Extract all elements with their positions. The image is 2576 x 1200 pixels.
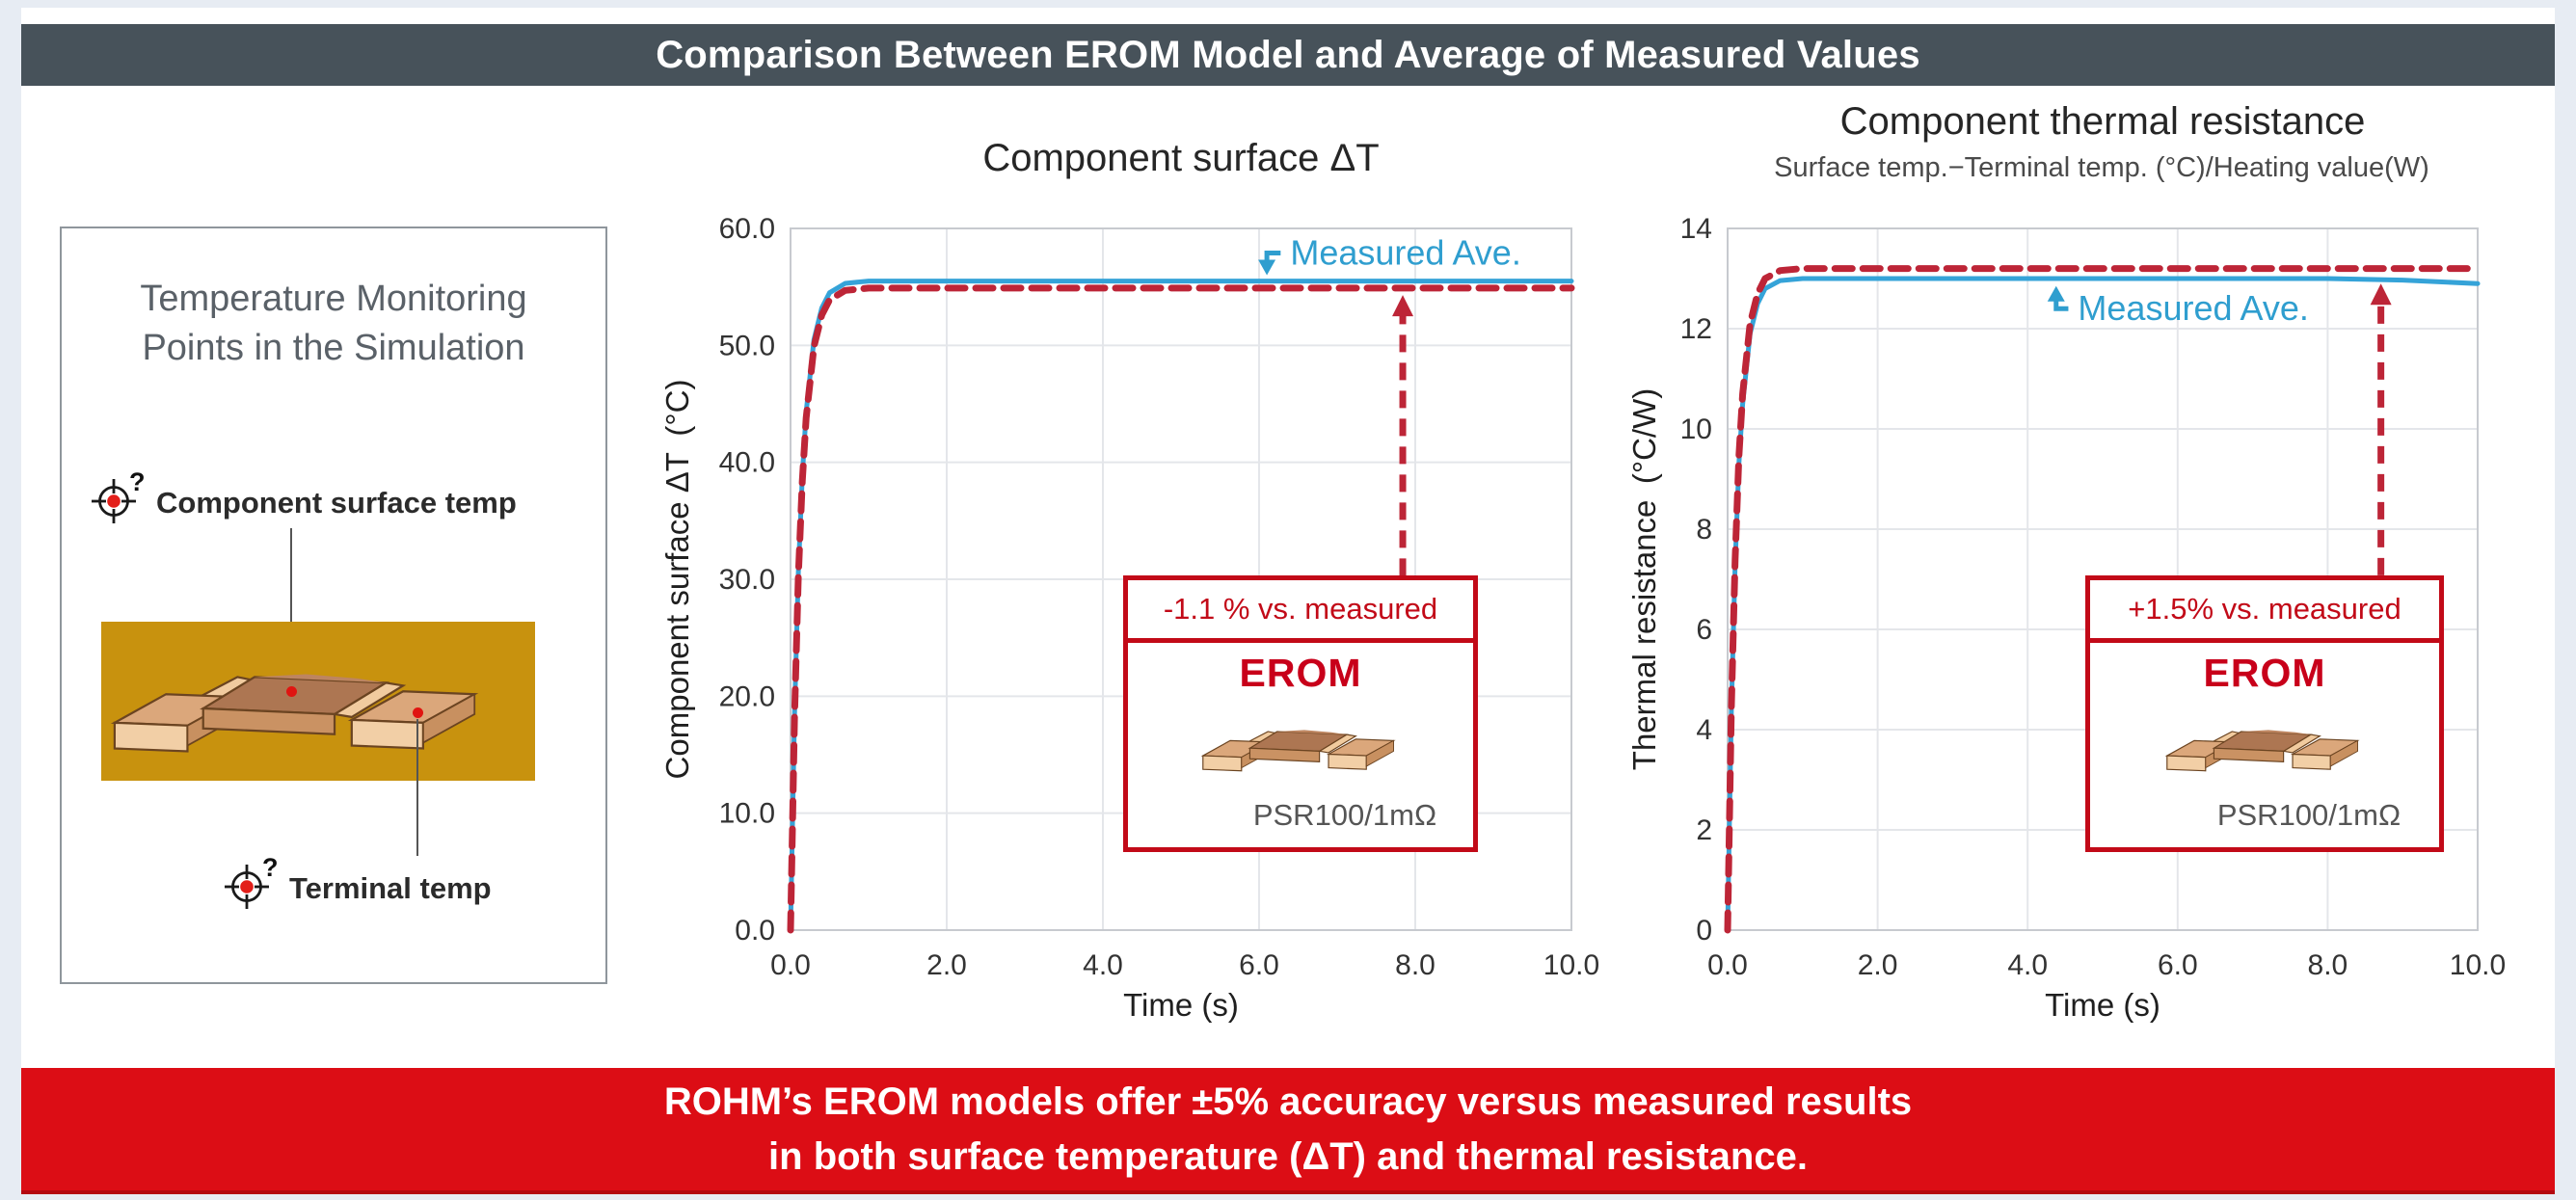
svg-text:6.0: 6.0 bbox=[1239, 949, 1279, 981]
erom-callout-box-thermal: +1.5% vs. measured EROM PSR100/1mΩ bbox=[2085, 575, 2444, 852]
surface-temp-point bbox=[286, 686, 297, 697]
terminal-temp-point bbox=[413, 707, 423, 718]
svg-text:20.0: 20.0 bbox=[719, 680, 775, 712]
svg-text:8: 8 bbox=[1696, 514, 1712, 546]
conclusion-banner: ROHM’s EROM models offer ±5% accuracy ve… bbox=[21, 1068, 2555, 1194]
part-number-label: PSR100/1mΩ bbox=[2216, 798, 2402, 832]
svg-text:2.0: 2.0 bbox=[926, 949, 967, 981]
delta-vs-measured-label: +1.5% vs. measured bbox=[2090, 580, 2439, 643]
svg-text:8.0: 8.0 bbox=[2308, 949, 2348, 981]
shunt-resistor-thumbnail bbox=[1202, 729, 1395, 772]
part-number-label: PSR100/1mΩ bbox=[1252, 798, 1437, 832]
svg-text:10.0: 10.0 bbox=[1543, 949, 1599, 981]
plot-border bbox=[1727, 227, 2479, 931]
simulation-points-title: Temperature Monitoring Points in the Sim… bbox=[140, 279, 527, 369]
svg-text:0.0: 0.0 bbox=[1707, 949, 1748, 981]
page-title: Comparison Between EROM Model and Averag… bbox=[656, 33, 1920, 76]
shunt-resistor-image bbox=[113, 673, 476, 753]
shunt-resistor-thumbnail bbox=[2166, 729, 2359, 772]
svg-text:4.0: 4.0 bbox=[1083, 949, 1123, 981]
erom-model-line bbox=[787, 284, 1575, 934]
banner-line-1: ROHM’s EROM models offer ±5% accuracy ve… bbox=[663, 1080, 1913, 1123]
svg-text:0: 0 bbox=[1696, 915, 1712, 947]
erom-callout-box-surface: -1.1 % vs. measured EROM PSR100/1mΩ bbox=[1123, 575, 1478, 852]
crosshair-target-icon bbox=[223, 858, 280, 911]
svg-text:2.0: 2.0 bbox=[1858, 949, 1898, 981]
svg-text:6.0: 6.0 bbox=[2158, 949, 2198, 981]
arrowhead-icon bbox=[1392, 295, 1414, 317]
chart-title-surface-dt: Component surface ΔT bbox=[982, 137, 1380, 179]
header-bar: Comparison Between EROM Model and Averag… bbox=[21, 24, 2555, 86]
surface-dt-chart: 0.0 10.0 20.0 30.0 40.0 50.0 60.0 0.0 2.0 4.0 6.0 8… bbox=[719, 213, 1600, 981]
svg-text:60.0: 60.0 bbox=[719, 213, 775, 245]
tick-labels: 0.0 10.0 20.0 30.0 40.0 50.0 60.0 0.0 2.0 4.0 6.0 8… bbox=[719, 213, 1600, 981]
banner-line-2: in both surface temperature (ΔT) and the… bbox=[768, 1134, 1808, 1178]
svg-text:14: 14 bbox=[1680, 213, 1712, 245]
connector-line-terminal bbox=[416, 719, 418, 856]
svg-text:4: 4 bbox=[1696, 714, 1712, 746]
simulation-points-panel bbox=[60, 227, 607, 984]
svg-text:10: 10 bbox=[1680, 413, 1712, 445]
delta-vs-measured-label: -1.1 % vs. measured bbox=[1128, 580, 1473, 643]
tick-labels: 0 2 4 6 8 10 12 14 0.0 2.0 4.0 6.0 8.0 10.0 bbox=[1680, 213, 2507, 981]
arrowhead-icon bbox=[2047, 285, 2065, 302]
connector-line-surface bbox=[290, 528, 292, 688]
marker-label-surface-temp: Component surface temp bbox=[156, 486, 517, 520]
erom-model-line bbox=[1724, 265, 2482, 934]
arrowhead-icon bbox=[2370, 283, 2392, 306]
arrowhead-icon bbox=[1258, 259, 1276, 276]
measured-ave-label: Measured Ave. bbox=[1290, 232, 1520, 272]
svg-text:40.0: 40.0 bbox=[719, 447, 775, 479]
svg-text:0.0: 0.0 bbox=[735, 915, 775, 947]
x-axis-title-thermal-resistance: Time (s) bbox=[2045, 987, 2160, 1023]
svg-text:50.0: 50.0 bbox=[719, 330, 775, 361]
svg-text:0.0: 0.0 bbox=[770, 949, 811, 981]
erom-label: EROM bbox=[1239, 651, 1362, 695]
svg-text:8.0: 8.0 bbox=[1395, 949, 1436, 981]
svg-text:2: 2 bbox=[1696, 814, 1712, 846]
x-axis-title-surface-dt: Time (s) bbox=[1123, 987, 1239, 1023]
measured-ave-label: Measured Ave. bbox=[2078, 288, 2308, 328]
svg-text:4.0: 4.0 bbox=[2007, 949, 2048, 981]
svg-text:10.0: 10.0 bbox=[2450, 949, 2506, 981]
chart-subtitle-thermal-resistance: Surface temp.−Terminal temp. (°C)/Heatin… bbox=[1774, 152, 2429, 183]
svg-text:6: 6 bbox=[1696, 614, 1712, 646]
svg-text:30.0: 30.0 bbox=[719, 564, 775, 596]
marker-label-terminal-temp: Terminal temp bbox=[289, 871, 492, 905]
plot-border bbox=[790, 227, 1572, 931]
erom-label: EROM bbox=[2203, 651, 2326, 695]
chart-title-thermal-resistance: Component thermal resistance bbox=[1839, 100, 2366, 143]
svg-text:12: 12 bbox=[1680, 313, 1712, 345]
crosshair-target-icon bbox=[90, 472, 147, 525]
svg-text:10.0: 10.0 bbox=[719, 798, 775, 830]
